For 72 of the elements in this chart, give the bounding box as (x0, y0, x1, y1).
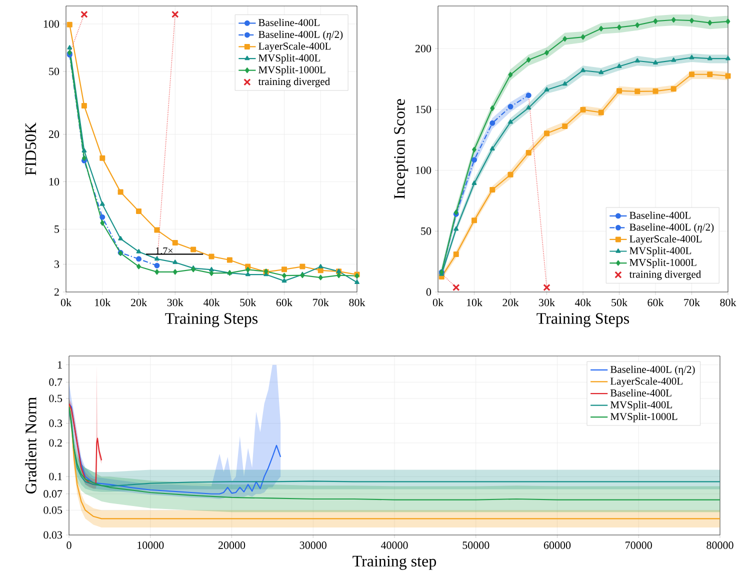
x-tick-label: 70k (684, 298, 700, 306)
y-tick-label: 0.7 (49, 378, 62, 386)
x-tick-label: 30k (539, 298, 555, 306)
x-tick-label: 40000 (380, 542, 408, 549)
x-tick-label: 10k (466, 298, 483, 306)
x-tick-label: 0k (432, 298, 444, 306)
legend-label: MVSplit-400L (630, 246, 692, 256)
x-tick-label: 0k (60, 298, 72, 306)
y-tick-label: 150 (416, 106, 432, 114)
legend-label: MVSplit-400L (258, 54, 320, 64)
legend-label: training diverged (629, 270, 701, 280)
x-tick-label: 50k (240, 298, 256, 306)
legend-label: MVSplit-1000L (258, 66, 326, 76)
annotation: 1.7× (156, 247, 173, 254)
y-tick-label: 0.07 (44, 490, 62, 498)
x-tick-label: 60k (276, 298, 293, 306)
legend-label: MVSplit-400L (610, 400, 672, 410)
y-tick-label: 0.1 (49, 472, 62, 480)
y-tick-label: 50 (49, 68, 60, 76)
legend-label: LayerScale-400L (258, 42, 330, 52)
x-tick-label: 40k (203, 298, 220, 306)
x-axis-title: Training step (352, 556, 436, 570)
x-tick-label: 0 (66, 542, 72, 549)
y-axis-title: Inception Score (394, 99, 408, 199)
x-tick-label: 70k (313, 298, 329, 306)
legend-label: Baseline-400L (η/2) (610, 366, 695, 376)
x-tick-label: 20k (502, 298, 519, 306)
y-tick-label: 5 (54, 226, 60, 233)
legend-label: LayerScale-400L (630, 235, 702, 245)
legend-label: training diverged (258, 78, 330, 88)
y-tick-label: 0 (426, 288, 432, 296)
x-tick-label: 20k (130, 298, 148, 306)
y-tick-label: 50 (421, 227, 432, 235)
x-tick-label: 70000 (626, 542, 652, 549)
y-tick-label: 0.05 (44, 506, 62, 514)
y-tick-label: 3 (54, 260, 60, 268)
x-tick-label: 10000 (138, 542, 164, 549)
y-tick-label: 200 (415, 44, 432, 52)
x-tick-label: 80000 (706, 542, 734, 549)
legend-label: Baseline-400L (630, 212, 690, 219)
y-tick-label: 100 (416, 166, 432, 174)
y-tick-label: 100 (44, 20, 60, 28)
legend-label: Baseline-400L (η/2) (630, 223, 714, 233)
x-tick-label: 30000 (300, 542, 326, 549)
x-tick-label: 80k (349, 298, 366, 306)
y-tick-label: 0.03 (44, 531, 62, 539)
y-tick-label: 1 (58, 361, 62, 368)
legend-label: Baseline-400L (610, 389, 672, 397)
y-tick-label: 10 (49, 178, 60, 186)
y-tick-label: 0.2 (49, 439, 62, 447)
legend-label: MVSplit-1000L (630, 258, 696, 268)
x-tick-label: 50k (612, 298, 628, 306)
y-axis-title: FID50K (25, 122, 36, 176)
x-axis-title: Training Steps (536, 313, 630, 328)
y-tick-label: 0.5 (49, 394, 62, 402)
x-tick-label: 60k (648, 298, 664, 306)
x-tick-label: 10k (95, 298, 111, 306)
x-tick-label: 40k (574, 298, 592, 306)
x-axis-title: Training Steps (165, 313, 258, 328)
legend-label: MVSplit-1000L (610, 412, 678, 422)
legend-label: LayerScale-400L (610, 377, 682, 387)
legend-label: Baseline-400L (η/2) (258, 30, 343, 40)
x-tick-label: 30k (167, 298, 184, 306)
x-tick-label: 20000 (218, 542, 246, 549)
y-tick-label: 20 (48, 130, 60, 138)
x-tick-label: 60000 (544, 542, 571, 549)
x-tick-label: 80k (720, 298, 736, 306)
y-axis-title: Gradient Norm (25, 397, 36, 494)
legend-label: Baseline-400L (258, 18, 320, 26)
y-tick-label: 2 (54, 288, 59, 296)
x-tick-label: 50000 (462, 542, 490, 549)
y-tick-label: 0.3 (49, 420, 62, 427)
